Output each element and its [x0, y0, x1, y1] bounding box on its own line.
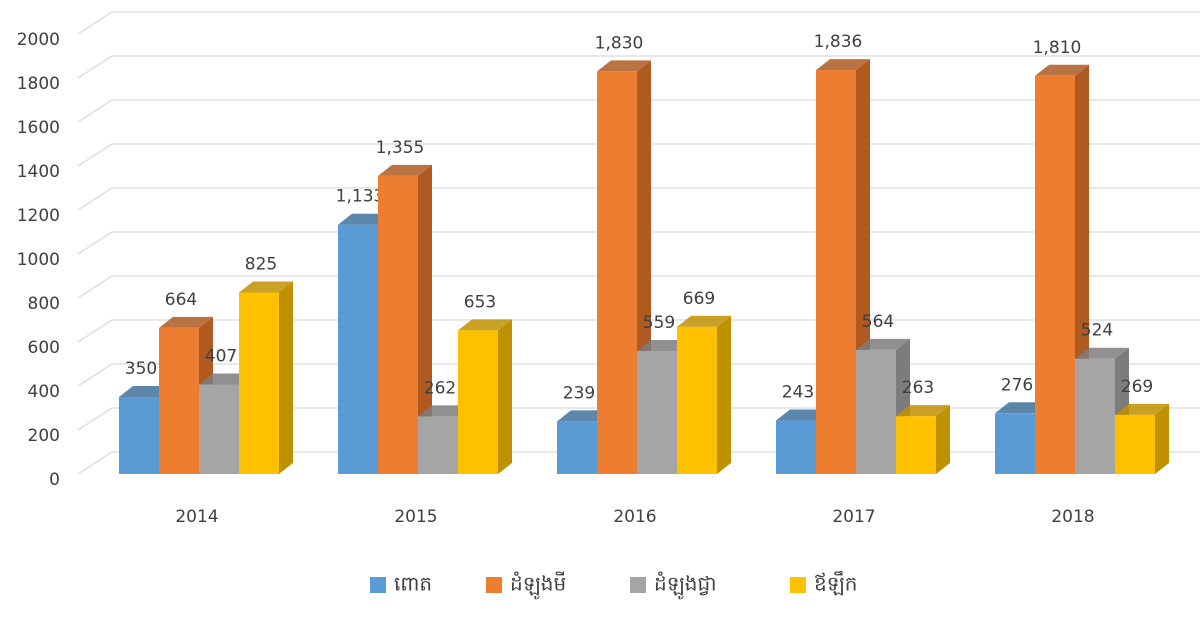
bar-side [1155, 403, 1169, 474]
value-label: 1,836 [814, 32, 863, 52]
value-label: 269 [1121, 377, 1153, 397]
bar [776, 420, 816, 474]
bar [378, 175, 418, 474]
bar-side [717, 315, 731, 474]
bar [637, 351, 677, 474]
bar [159, 327, 199, 474]
value-label: 276 [1001, 375, 1033, 395]
bar [199, 384, 239, 474]
value-label: 825 [245, 255, 277, 275]
bar [856, 349, 896, 474]
bar [557, 421, 597, 474]
value-label: 407 [205, 346, 237, 366]
bar [677, 326, 717, 474]
bar-top [239, 281, 293, 293]
bar [239, 292, 279, 474]
legend-swatch [486, 577, 502, 593]
legend-swatch [790, 577, 806, 593]
value-label: 1,355 [376, 138, 425, 158]
x-tick-label: 2017 [832, 507, 875, 527]
y-tick-label: 1400 [17, 162, 60, 182]
bar [816, 70, 856, 474]
bar-side [418, 164, 432, 474]
bar-top [378, 164, 432, 176]
value-label: 664 [165, 290, 197, 310]
y-tick-label: 1000 [17, 250, 60, 270]
value-label: 1,133 [336, 187, 385, 207]
bar-side [498, 319, 512, 474]
x-tick-label: 2016 [613, 507, 656, 527]
bar-top [856, 338, 910, 350]
bar [119, 397, 159, 474]
bar-top [159, 316, 213, 328]
bar [597, 71, 637, 475]
value-label: 564 [862, 312, 894, 332]
value-label: 1,830 [595, 33, 644, 53]
y-tick-label: 2000 [17, 30, 60, 50]
x-tick-label: 2014 [175, 507, 218, 527]
bar [418, 416, 458, 474]
value-label: 263 [902, 378, 934, 398]
bar [338, 224, 378, 474]
y-tick-label: 400 [28, 382, 60, 402]
value-label: 1,810 [1033, 38, 1082, 58]
grid-line [77, 11, 1200, 35]
bar-side [936, 405, 950, 474]
value-label: 669 [683, 289, 715, 309]
grid-line [77, 55, 1200, 79]
value-label: 350 [125, 359, 157, 379]
bar-side [279, 281, 293, 474]
bar [1075, 358, 1115, 474]
legend-label: ដំឡូងជ្វា [654, 571, 717, 600]
y-tick-label: 200 [28, 426, 60, 446]
value-label: 559 [643, 313, 675, 333]
bar [896, 416, 936, 474]
bar-top [1035, 64, 1089, 76]
legend-label: ពោត [394, 572, 432, 596]
bar-top [1075, 347, 1129, 359]
x-tick-label: 2018 [1051, 507, 1094, 527]
bar [995, 413, 1035, 474]
legend-label: ឪឡឹក [814, 571, 857, 596]
bar [1035, 75, 1075, 475]
y-tick-label: 0 [49, 470, 60, 490]
y-tick-label: 800 [28, 294, 60, 314]
bar-top [677, 315, 731, 327]
y-tick-label: 1200 [17, 206, 60, 226]
bar [458, 330, 498, 474]
value-label: 653 [464, 292, 496, 312]
y-tick-label: 1600 [17, 118, 60, 138]
value-label: 239 [563, 383, 595, 403]
bar-top [597, 60, 651, 72]
y-tick-label: 1800 [17, 74, 60, 94]
bar-top [1115, 403, 1169, 415]
value-label: 262 [424, 378, 456, 398]
legend-label: ដំឡូងមី [510, 571, 566, 600]
legend-swatch [370, 577, 386, 593]
legend-swatch [630, 577, 646, 593]
y-tick-label: 600 [28, 338, 60, 358]
value-label: 524 [1081, 321, 1113, 341]
x-tick-label: 2015 [394, 507, 437, 527]
bar [1115, 414, 1155, 474]
bar-top [458, 319, 512, 331]
value-label: 243 [782, 383, 814, 403]
bar-top [896, 405, 950, 417]
bar-top [816, 59, 870, 71]
